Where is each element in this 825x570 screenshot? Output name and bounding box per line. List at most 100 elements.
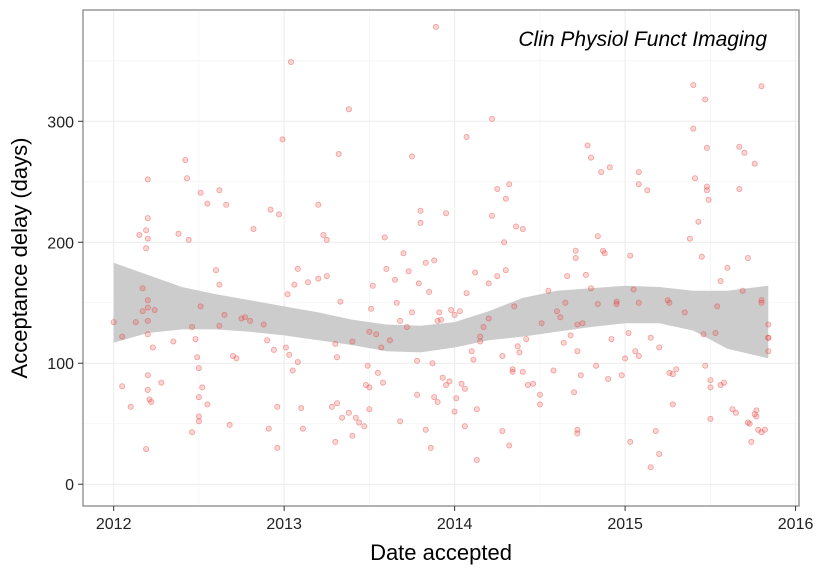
data-point xyxy=(408,309,415,316)
data-point xyxy=(170,338,177,345)
data-point xyxy=(562,299,569,306)
data-point xyxy=(432,23,439,30)
data-point xyxy=(192,336,199,343)
data-point xyxy=(279,136,286,143)
data-point xyxy=(702,96,709,103)
data-point xyxy=(755,426,762,433)
data-point xyxy=(304,279,311,286)
data-point xyxy=(349,432,356,439)
data-point xyxy=(758,83,765,90)
data-point xyxy=(197,189,204,196)
data-point xyxy=(291,281,298,288)
data-point xyxy=(284,291,291,298)
data-point xyxy=(739,287,746,294)
data-point xyxy=(144,317,151,324)
data-point xyxy=(753,413,760,420)
data-point xyxy=(598,169,605,176)
data-point xyxy=(443,381,450,388)
data-point xyxy=(613,298,620,305)
data-point xyxy=(408,153,415,160)
data-point xyxy=(195,394,202,401)
data-point xyxy=(393,299,400,306)
data-point xyxy=(536,401,543,408)
data-point xyxy=(260,321,267,328)
data-point xyxy=(362,381,369,388)
data-point xyxy=(705,196,712,203)
data-point xyxy=(144,215,151,222)
data-point xyxy=(717,381,724,388)
data-point xyxy=(736,143,743,150)
data-point xyxy=(143,227,150,234)
data-point xyxy=(630,286,637,293)
data-point xyxy=(195,365,202,372)
data-point xyxy=(703,183,710,190)
data-point xyxy=(574,348,581,355)
data-point xyxy=(315,275,322,282)
data-point xyxy=(378,344,385,351)
data-point xyxy=(414,357,421,364)
data-point xyxy=(233,355,240,362)
data-point xyxy=(468,348,475,355)
data-point xyxy=(270,346,277,353)
data-point xyxy=(250,225,257,232)
data-point xyxy=(323,236,330,243)
data-point xyxy=(204,200,211,207)
data-point xyxy=(374,369,381,376)
data-point xyxy=(536,391,543,398)
data-point xyxy=(703,187,710,194)
data-point xyxy=(431,257,438,264)
data-point xyxy=(197,303,204,310)
data-point xyxy=(523,336,530,343)
x-tick-label: 2015 xyxy=(607,516,643,533)
data-point xyxy=(511,303,518,310)
data-point xyxy=(564,273,571,280)
data-point xyxy=(765,334,772,341)
data-point xyxy=(647,464,654,471)
data-point xyxy=(143,245,150,252)
data-point xyxy=(524,381,531,388)
data-point xyxy=(328,403,335,410)
data-point xyxy=(761,426,768,433)
data-point xyxy=(632,348,639,355)
data-point xyxy=(509,368,516,375)
x-tick-label: 2014 xyxy=(437,516,473,533)
data-point xyxy=(560,339,567,346)
data-point xyxy=(216,187,223,194)
data-point xyxy=(294,265,301,272)
data-point xyxy=(136,231,143,238)
data-point xyxy=(753,407,760,414)
data-point xyxy=(502,195,509,202)
data-point xyxy=(530,380,537,387)
data-point xyxy=(635,352,642,359)
data-point xyxy=(494,273,501,280)
data-point xyxy=(275,211,282,218)
data-point xyxy=(216,281,223,288)
plot-panel xyxy=(83,10,799,506)
data-point xyxy=(647,334,654,341)
data-point xyxy=(736,185,743,192)
data-point xyxy=(489,212,496,219)
data-point xyxy=(613,300,620,307)
grid-lines xyxy=(83,10,799,506)
data-point xyxy=(461,385,468,392)
data-point xyxy=(381,234,388,241)
points-layer xyxy=(110,23,772,471)
data-point xyxy=(151,306,158,313)
data-point xyxy=(627,438,634,445)
data-point xyxy=(765,321,772,328)
data-point xyxy=(417,207,424,214)
x-tick-label: 2012 xyxy=(96,516,132,533)
data-point xyxy=(415,280,422,287)
data-point xyxy=(294,358,301,365)
data-point xyxy=(386,337,393,344)
data-point xyxy=(499,427,506,434)
y-tick-label: 100 xyxy=(47,356,74,373)
data-point xyxy=(436,309,443,316)
data-point xyxy=(729,406,736,413)
data-point xyxy=(226,421,233,428)
data-point xyxy=(182,156,189,163)
smooth-band-layer xyxy=(113,262,769,359)
annotation-label: Clin Physiol Funct Imaging xyxy=(518,28,767,51)
data-point xyxy=(451,311,458,318)
data-point xyxy=(400,250,407,257)
